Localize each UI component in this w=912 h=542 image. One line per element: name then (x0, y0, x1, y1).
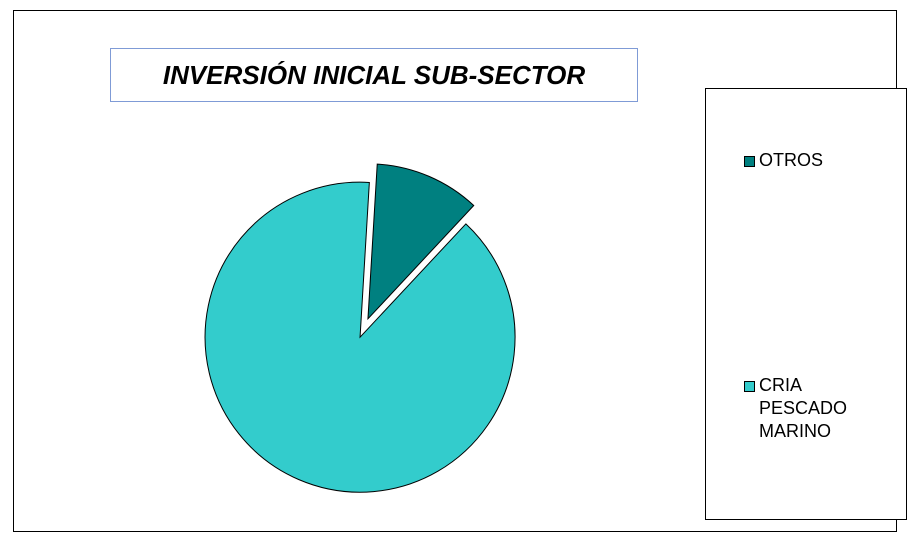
pie-slices (205, 164, 515, 492)
legend-item-otros: OTROS (744, 149, 889, 172)
legend-swatch-cria-pescado-marino (744, 381, 755, 392)
pie-slice-cria-pescado-marino (205, 182, 515, 492)
legend-item-cria-pescado-marino: CRIA PESCADO MARINO (744, 374, 889, 443)
legend-label-otros: OTROS (759, 149, 889, 172)
legend: OTROS CRIA PESCADO MARINO (705, 88, 907, 520)
legend-label-cria-pescado-marino: CRIA PESCADO MARINO (759, 374, 889, 443)
legend-swatch-otros (744, 156, 755, 167)
